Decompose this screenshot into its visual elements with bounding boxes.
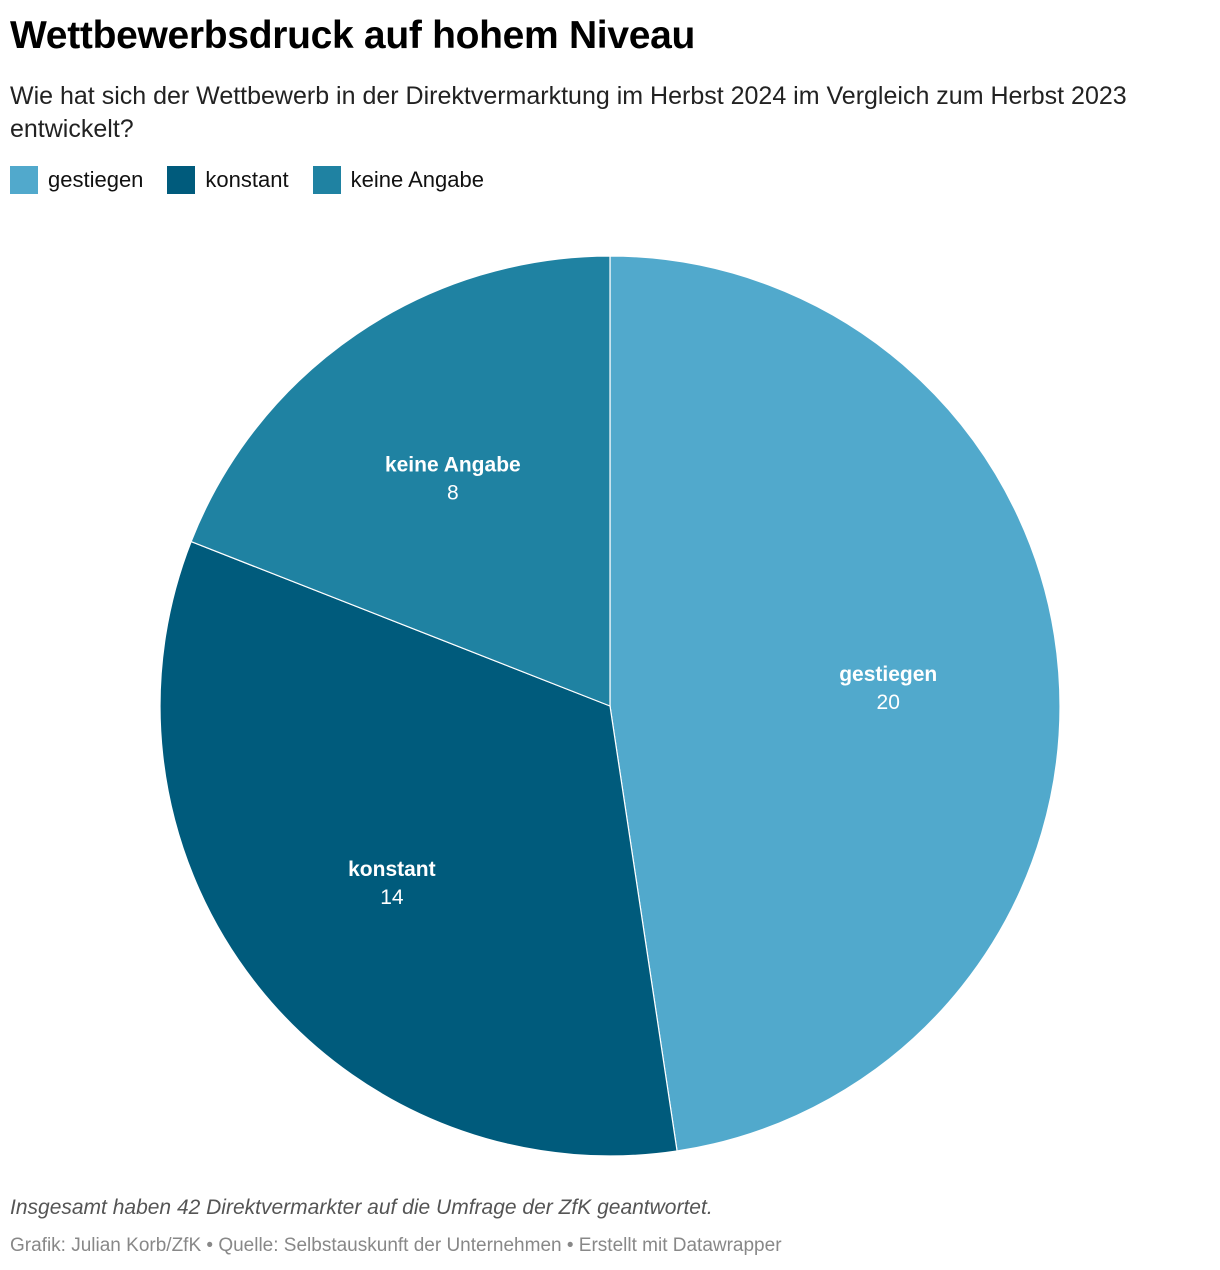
pie-slice-keine-angabe — [190, 255, 611, 707]
pie-label-keine-angabe: keine Angabe — [385, 453, 521, 476]
pie-chart: gestiegen 20 konstant 14 keine Angabe 8 — [159, 255, 1061, 1157]
pie-value-gestiegen: 20 — [877, 691, 900, 714]
legend-swatch-gestiegen — [10, 166, 38, 194]
chart-footer: Grafik: Julian Korb/ZfK • Quelle: Selbst… — [10, 1235, 782, 1256]
legend-item-konstant: konstant — [167, 166, 289, 194]
pie-label-konstant: konstant — [348, 858, 436, 881]
chart-subtitle: Wie hat sich der Wettbewerb in der Direk… — [10, 82, 1127, 143]
pie-value-keine-angabe: 8 — [447, 481, 459, 504]
pie-slice-konstant — [159, 540, 678, 1157]
pie-label-gestiegen: gestiegen — [839, 663, 937, 686]
legend-label-keine-angabe: keine Angabe — [350, 167, 484, 192]
legend-swatch-keine-angabe — [312, 166, 341, 194]
legend-label-gestiegen: gestiegen — [48, 167, 144, 192]
legend-label-konstant: konstant — [205, 167, 289, 192]
legend: gestiegen konstant keine Angabe — [10, 166, 508, 194]
pie-value-konstant: 14 — [380, 886, 404, 909]
legend-item-keine-angabe: keine Angabe — [312, 166, 484, 194]
pie-slice-gestiegen — [609, 255, 1061, 1152]
chart-note: Insgesamt haben 42 Direktvermarkter auf … — [10, 1196, 713, 1219]
legend-swatch-konstant — [167, 166, 196, 194]
chart-title: Wettbewerbsdruck auf hohem Niveau — [10, 14, 696, 57]
legend-item-gestiegen: gestiegen — [10, 166, 143, 194]
